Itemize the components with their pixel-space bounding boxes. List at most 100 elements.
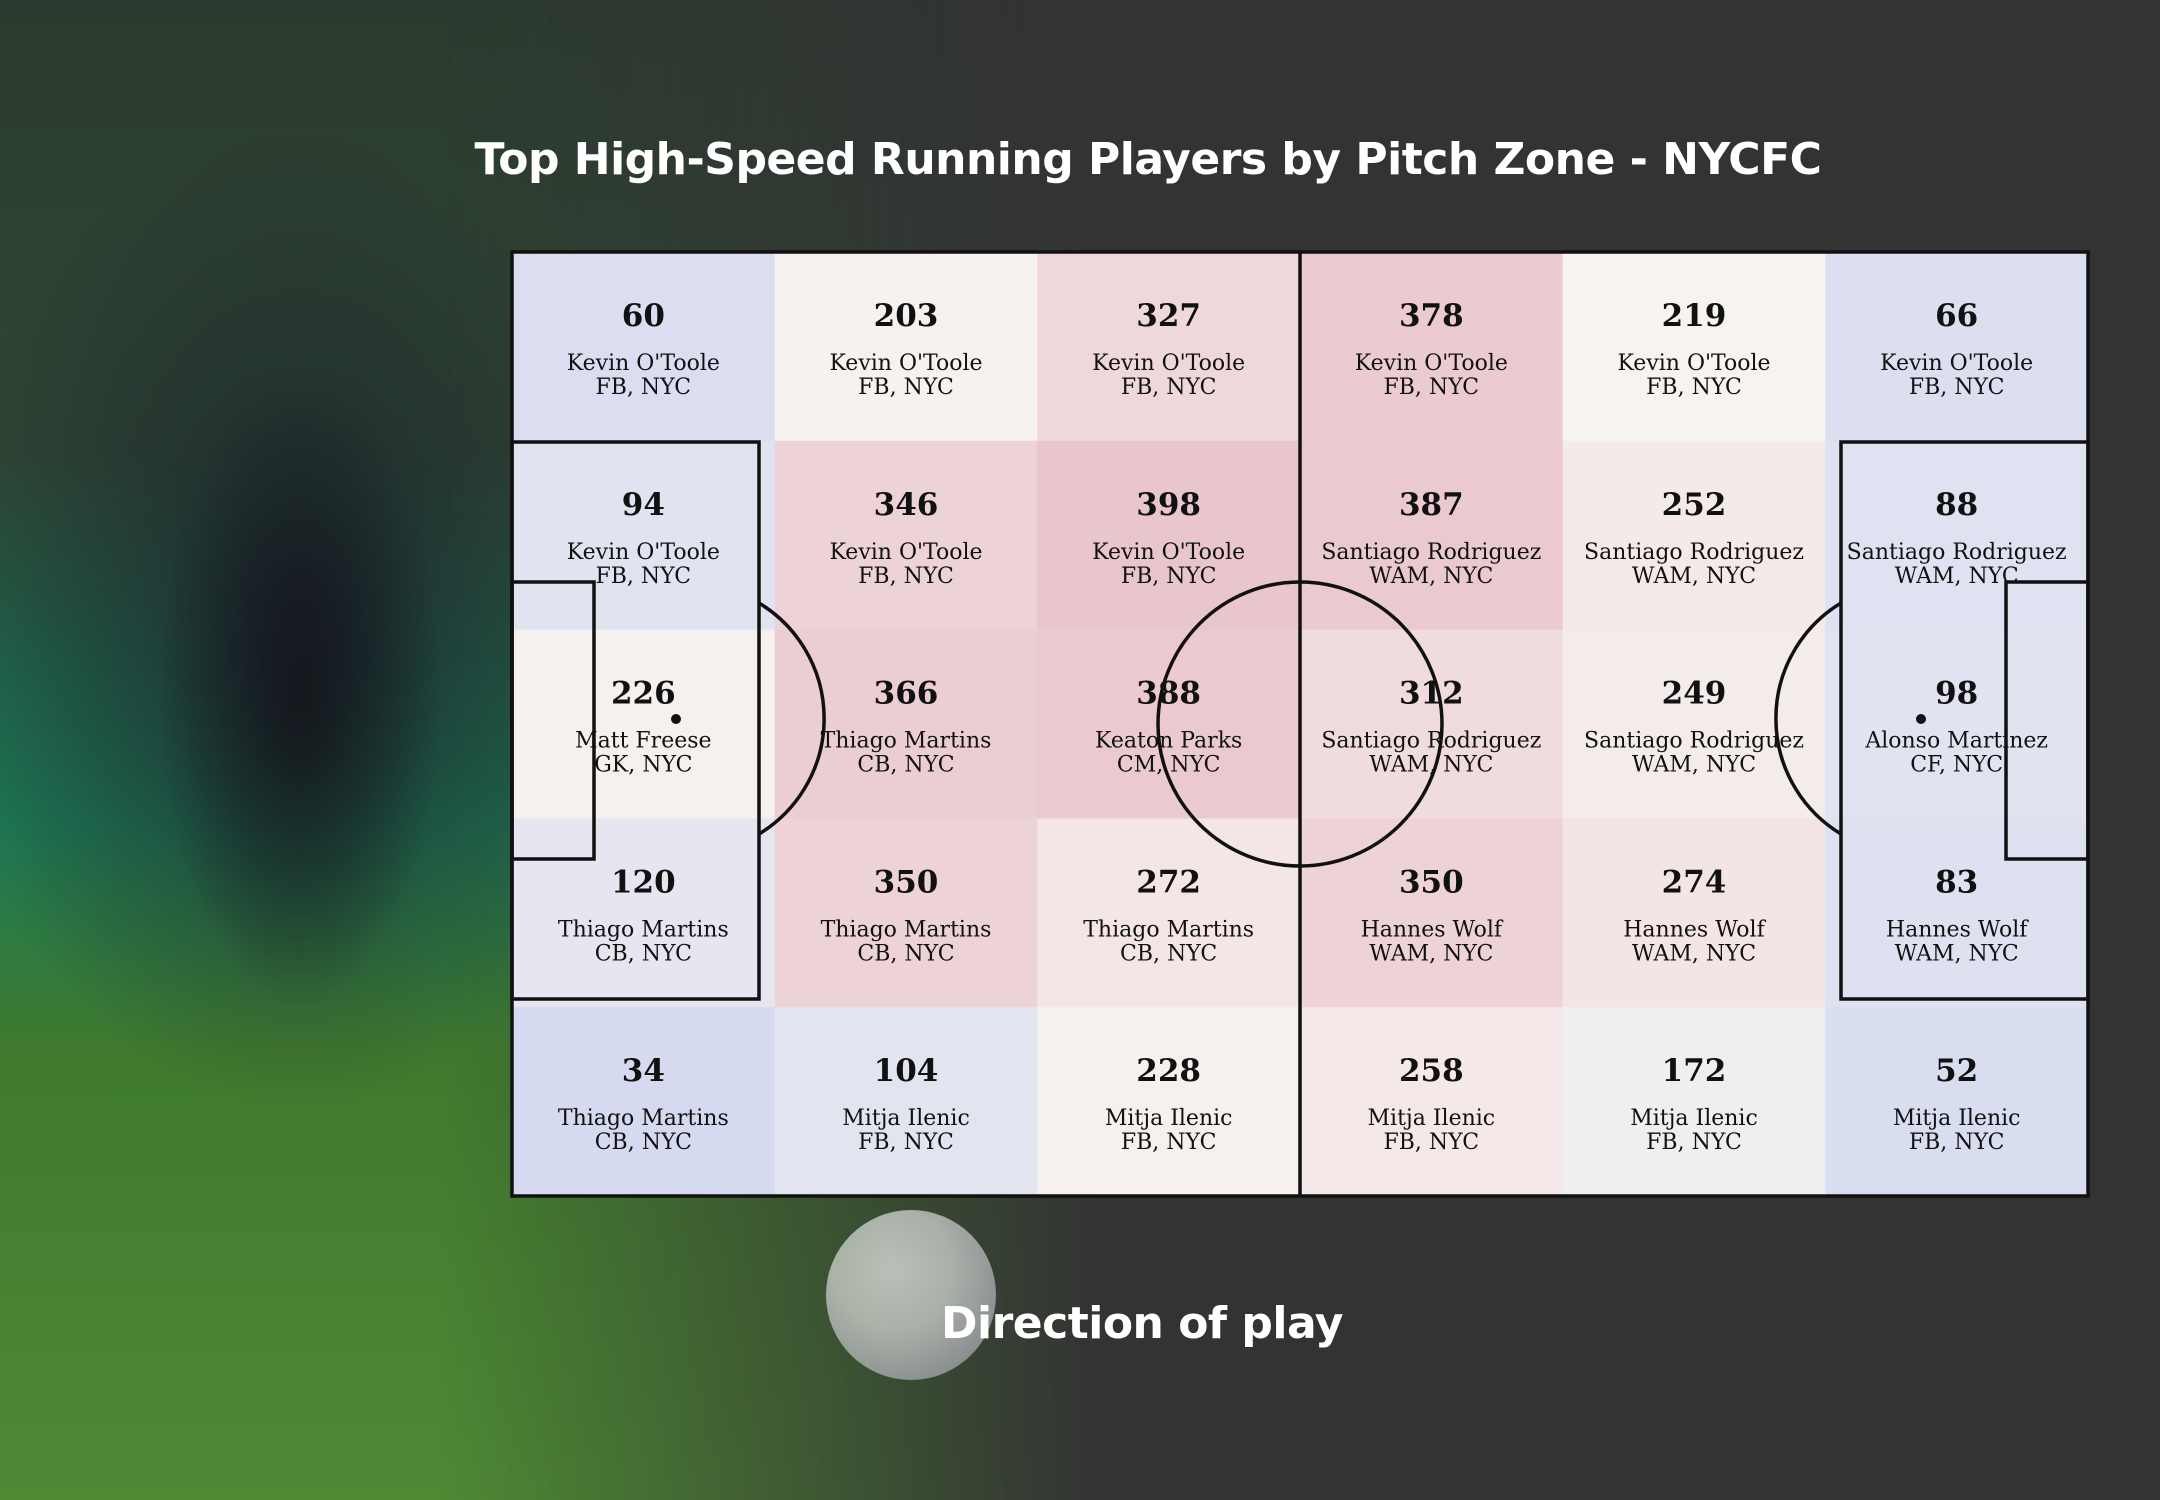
zone-value-label: 272 [1136,864,1201,900]
zone-value-label: 387 [1399,487,1464,523]
zone-player-label: Kevin O'Toole [1880,351,2033,376]
zone-role-label: WAM, NYC [1369,941,1493,966]
zone-value-label: 378 [1399,298,1464,334]
zone-cell [512,440,776,631]
zone-cell [1562,440,1826,631]
zone-value-label: 52 [1935,1053,1978,1089]
heatmap-cells [512,252,2089,1197]
zone-value-label: 228 [1136,1053,1201,1089]
zone-player-label: Kevin O'Toole [567,540,720,565]
zone-role-label: WAM, NYC [1895,564,2019,589]
zone-cell [1037,252,1301,442]
zone-role-label: FB, NYC [596,375,692,400]
zone-cell [1562,818,1826,1008]
zone-player-label: Santiago Rodriguez [1584,729,1804,754]
right-penalty-arc [1774,601,1842,836]
zone-value-label: 327 [1136,298,1201,334]
zone-player-label: Kevin O'Toole [1355,351,1508,376]
zone-role-label: CF, NYC [1910,753,2003,778]
left-goal-area [510,580,596,861]
zone-player-label: Kevin O'Toole [1617,351,1770,376]
zone-cell [1562,252,1826,442]
zone-value-label: 203 [874,298,939,334]
zone-role-label: FB, NYC [596,564,692,589]
zone-player-label: Hannes Wolf [1623,917,1766,942]
zone-role-label: FB, NYC [858,375,954,400]
zone-value-label: 34 [622,1053,665,1089]
zone-role-label: FB, NYC [858,1130,954,1155]
football-image [826,1210,996,1380]
right-goal-area [2004,580,2090,861]
zone-cell [1825,252,2089,442]
zone-player-label: Hannes Wolf [1886,917,2029,942]
zone-role-label: FB, NYC [1121,1130,1217,1155]
zone-player-label: Kevin O'Toole [1092,351,1245,376]
zone-player-label: Santiago Rodriguez [1321,540,1541,565]
zone-cell [1825,629,2089,819]
zone-role-label: FB, NYC [1909,375,2005,400]
zone-value-label: 398 [1136,487,1201,523]
zone-value-label: 94 [622,487,665,523]
zone-role-label: WAM, NYC [1369,564,1493,589]
zone-role-label: WAM, NYC [1632,564,1756,589]
zone-player-label: Thiago Martins [821,917,992,942]
zone-cell [1562,629,1826,819]
zone-role-label: GK, NYC [594,753,692,778]
zone-cell [1037,1007,1301,1197]
zone-cell [512,629,776,819]
zone-cell [512,252,776,442]
zone-player-label: Mitja Ilenic [1105,1106,1233,1131]
zone-value-label: 252 [1662,487,1727,523]
zone-player-label: Santiago Rodriguez [1584,540,1804,565]
zone-value-label: 350 [874,864,939,900]
zone-cell [1825,818,2089,1008]
zone-value-label: 172 [1662,1053,1727,1089]
zone-role-label: CB, NYC [857,753,954,778]
zone-value-label: 104 [874,1053,939,1089]
zone-cell [1037,440,1301,631]
zone-role-label: FB, NYC [1646,1130,1742,1155]
zone-player-label: Kevin O'Toole [829,540,982,565]
zone-value-label: 249 [1662,676,1727,712]
left-penalty-arc [758,601,826,836]
zone-cell [1562,1007,1826,1197]
zone-role-label: FB, NYC [858,564,954,589]
zone-role-label: CB, NYC [857,941,954,966]
zone-role-label: WAM, NYC [1895,941,2019,966]
zone-cell [1300,252,1564,442]
zone-role-label: FB, NYC [1646,375,1742,400]
right-penalty-spot [1916,714,1926,724]
zone-player-label: Thiago Martins [821,729,992,754]
zone-role-label: WAM, NYC [1632,753,1756,778]
zone-player-label: Hannes Wolf [1361,917,1504,942]
zone-cell [1300,1007,1564,1197]
zone-value-label: 120 [611,864,676,900]
zone-role-label: FB, NYC [1384,1130,1480,1155]
zone-value-label: 226 [611,676,676,712]
penalty-spots [671,714,1926,724]
zone-value-label: 88 [1935,487,1978,523]
zone-player-label: Kevin O'Toole [829,351,982,376]
zone-role-label: FB, NYC [1909,1130,2005,1155]
zone-cell [512,818,776,1008]
zone-role-label: CB, NYC [1120,941,1217,966]
zone-value-label: 346 [874,487,939,523]
zone-value-label: 350 [1399,864,1464,900]
zone-cell [774,629,1038,819]
direction-of-play-label: Direction of play [940,1298,1344,1349]
zone-player-label: Thiago Martins [558,1106,729,1131]
zone-cell [774,440,1038,631]
zone-player-label: Santiago Rodriguez [1321,729,1541,754]
zone-value-label: 98 [1935,676,1978,712]
zone-value-label: 258 [1399,1053,1464,1089]
zone-role-label: CM, NYC [1117,753,1221,778]
zone-value-label: 83 [1935,864,1978,900]
pitch-markings [510,250,2090,1198]
zone-cell [1825,1007,2089,1197]
zone-player-label: Santiago Rodriguez [1847,540,2067,565]
zone-player-label: Mitja Ilenic [1893,1106,2021,1131]
zone-role-label: FB, NYC [1121,375,1217,400]
zone-value-label: 66 [1935,298,1978,334]
